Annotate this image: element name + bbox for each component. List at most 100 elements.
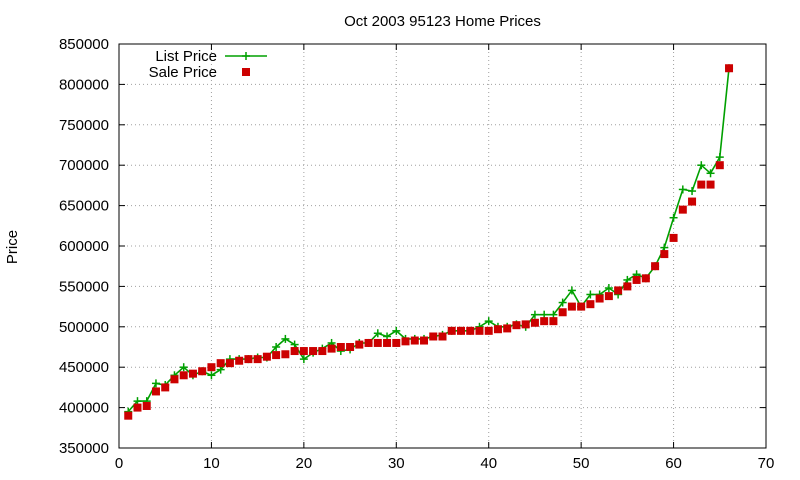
sale-price-point — [567, 302, 576, 311]
sale-price-point — [281, 350, 290, 359]
sale-price-point — [142, 401, 151, 410]
sale-price-point — [595, 294, 604, 303]
sale-price-point — [614, 286, 623, 295]
x-tick-label: 40 — [480, 455, 497, 472]
sale-price-point — [188, 369, 197, 378]
sale-price-point — [327, 344, 336, 353]
list-price-point — [678, 185, 687, 194]
sale-price-point — [299, 347, 308, 356]
sale-price-point — [586, 300, 595, 309]
legend-sample-sale-price — [242, 68, 250, 76]
sale-price-point — [170, 375, 179, 384]
list-price-point — [207, 371, 216, 380]
sale-price-point — [623, 282, 632, 291]
sale-price-point — [475, 326, 484, 335]
sale-price-point — [604, 292, 613, 301]
x-tick-label: 0 — [115, 455, 123, 472]
list-price-point — [179, 363, 188, 372]
sale-price-point — [383, 338, 392, 347]
sale-price-point — [410, 336, 419, 345]
x-tick-label: 60 — [665, 455, 682, 472]
sale-price-point — [309, 347, 318, 356]
legend: List Price Sale Price — [149, 48, 267, 81]
sale-price-point — [466, 326, 475, 335]
grid-lines — [119, 44, 766, 448]
list-price-point — [392, 326, 401, 335]
list-price-point — [669, 213, 678, 222]
list-price-point — [567, 286, 576, 295]
list-price-point — [688, 187, 697, 196]
y-tick-label: 800000 — [59, 76, 109, 93]
y-tick-label: 350000 — [59, 440, 109, 457]
sale-price-point — [438, 332, 447, 341]
x-tick-label: 50 — [573, 455, 590, 472]
sale-price-point — [373, 338, 382, 347]
sale-price-point — [336, 343, 345, 351]
legend-marker-list-price — [242, 52, 250, 60]
tick-labels: 0 10 20 30 40 50 60 70 350000 400000 450000 500000 5… — [59, 36, 774, 472]
y-tick-label: 600000 — [59, 238, 109, 255]
sale-price-point — [540, 317, 549, 326]
y-tick-label: 750000 — [59, 117, 109, 134]
list-price-point — [530, 310, 539, 319]
sale-price-point — [225, 359, 234, 368]
sale-price-point — [207, 363, 216, 372]
y-axis-label: Price — [4, 230, 21, 264]
legend-marker-sale-price — [242, 68, 250, 76]
list-price-point — [715, 153, 724, 162]
sale-price-point — [235, 356, 244, 365]
sale-price-point — [151, 387, 160, 396]
chart-title: Oct 2003 95123 Home Prices — [344, 13, 541, 30]
list-price-point — [151, 379, 160, 388]
sale-price-point — [632, 275, 641, 284]
sale-price-point — [420, 336, 429, 345]
list-price-point — [484, 317, 493, 326]
sale-price-point — [179, 371, 188, 380]
list-price-point — [558, 298, 567, 307]
list-price-point — [373, 329, 382, 338]
sale-price-point — [290, 347, 299, 356]
list-price-point — [706, 169, 715, 178]
sale-price-point — [725, 64, 734, 73]
sale-price-point — [161, 383, 170, 392]
sale-price-point — [530, 318, 539, 327]
sale-price-point — [346, 343, 355, 351]
x-tick-label: 10 — [203, 455, 220, 472]
sale-price-point — [493, 325, 502, 334]
sale-price-point — [706, 180, 715, 189]
legend-sample-list-price — [225, 52, 267, 60]
y-tick-label: 650000 — [59, 198, 109, 215]
sale-price-point — [198, 367, 207, 376]
list-price-point — [281, 334, 290, 343]
legend-label-list-price: List Price — [155, 48, 217, 65]
sale-price-point — [503, 324, 512, 333]
x-tick-label: 20 — [296, 455, 313, 472]
sale-price-point — [558, 308, 567, 317]
list-price-point — [586, 290, 595, 299]
sale-price-point — [641, 274, 650, 283]
sale-price-point — [253, 355, 262, 364]
y-tick-label: 400000 — [59, 400, 109, 417]
x-tick-label: 30 — [388, 455, 405, 472]
legend-label-sale-price: Sale Price — [149, 64, 217, 81]
sale-price-point — [124, 411, 133, 420]
sale-price-point — [549, 317, 558, 326]
series-layer — [124, 64, 734, 420]
list-price-point — [299, 355, 308, 364]
sale-price-point — [669, 233, 678, 242]
sale-price-point — [456, 326, 465, 335]
sale-price-point — [216, 359, 225, 368]
sale-price-point — [660, 250, 669, 259]
y-tick-label: 850000 — [59, 36, 109, 53]
sale-price-point — [697, 180, 706, 189]
y-tick-label: 700000 — [59, 157, 109, 174]
sale-price-point — [715, 161, 724, 170]
y-tick-label: 450000 — [59, 359, 109, 376]
sale-price-point — [484, 326, 493, 335]
sale-price-point — [512, 321, 521, 330]
sale-price-point — [272, 351, 281, 360]
x-tick-label: 70 — [758, 455, 775, 472]
sale-price-point — [678, 205, 687, 214]
